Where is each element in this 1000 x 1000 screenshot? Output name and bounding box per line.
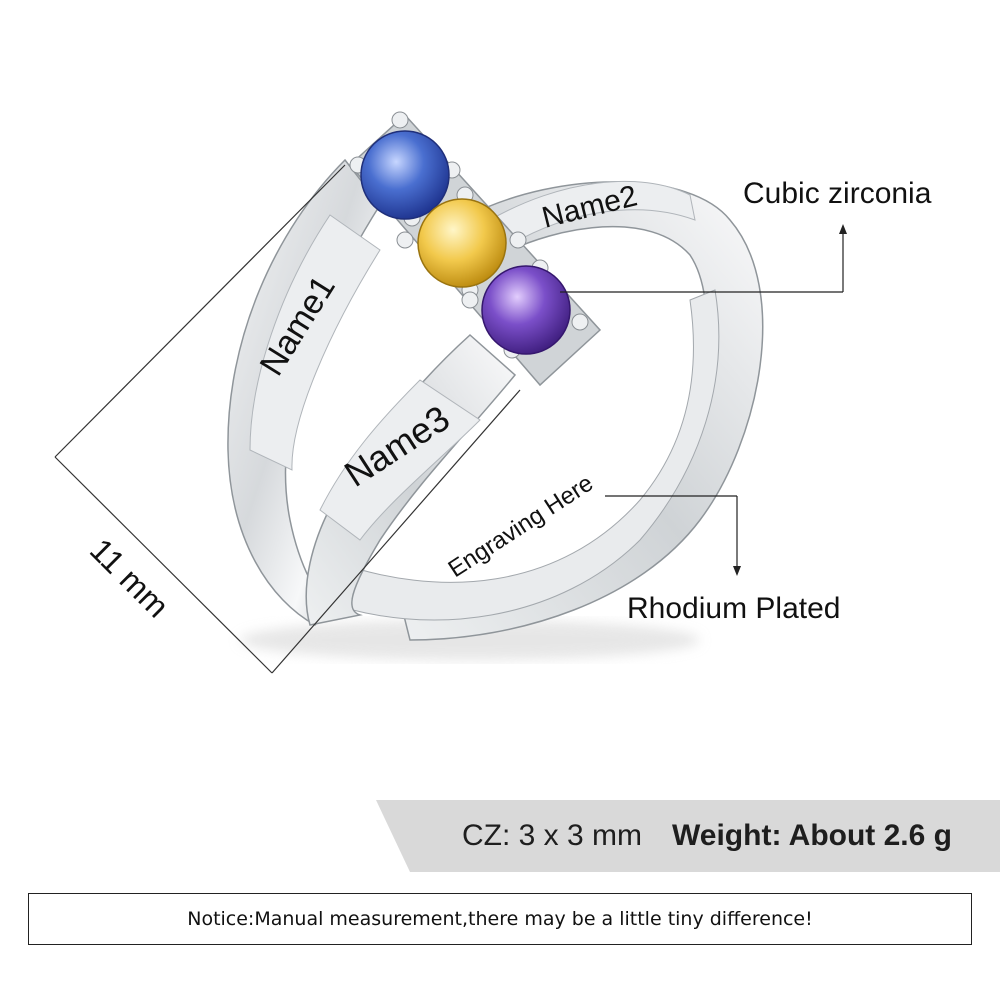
callout-stone-label: Cubic zirconia (743, 177, 932, 210)
name1-plate (249, 214, 381, 471)
purple-stone (481, 265, 571, 355)
ring-inner-surface (319, 289, 720, 621)
callout-stone-arrow (839, 224, 847, 234)
callout-plating-label: Rhodium Plated (627, 592, 840, 625)
spec-bar (376, 800, 1000, 872)
spec-cz: CZ: 3 x 3 mm (462, 819, 643, 852)
blue-stone (360, 130, 450, 220)
dimension-label: 11 mm (83, 531, 176, 624)
dimension-guide (54, 164, 521, 674)
name2-plate (489, 180, 696, 246)
spec-weight: Weight: About 2.6 g (672, 819, 952, 852)
callout-stone-line (560, 232, 844, 293)
notice-box: Notice:Manual measurement,there may be a… (28, 893, 972, 945)
callout-plating-line (605, 495, 738, 568)
notice-text: Notice:Manual measurement,there may be a… (187, 908, 813, 930)
name3-plate (319, 379, 481, 541)
spec-line: CZ: 3 x 3 mm Weight: About 2.6 g (376, 800, 1000, 872)
ring-back-band (399, 181, 764, 641)
ring-shadow (240, 620, 700, 660)
callout-plating-arrow (733, 566, 741, 576)
yellow-stone (417, 198, 507, 288)
